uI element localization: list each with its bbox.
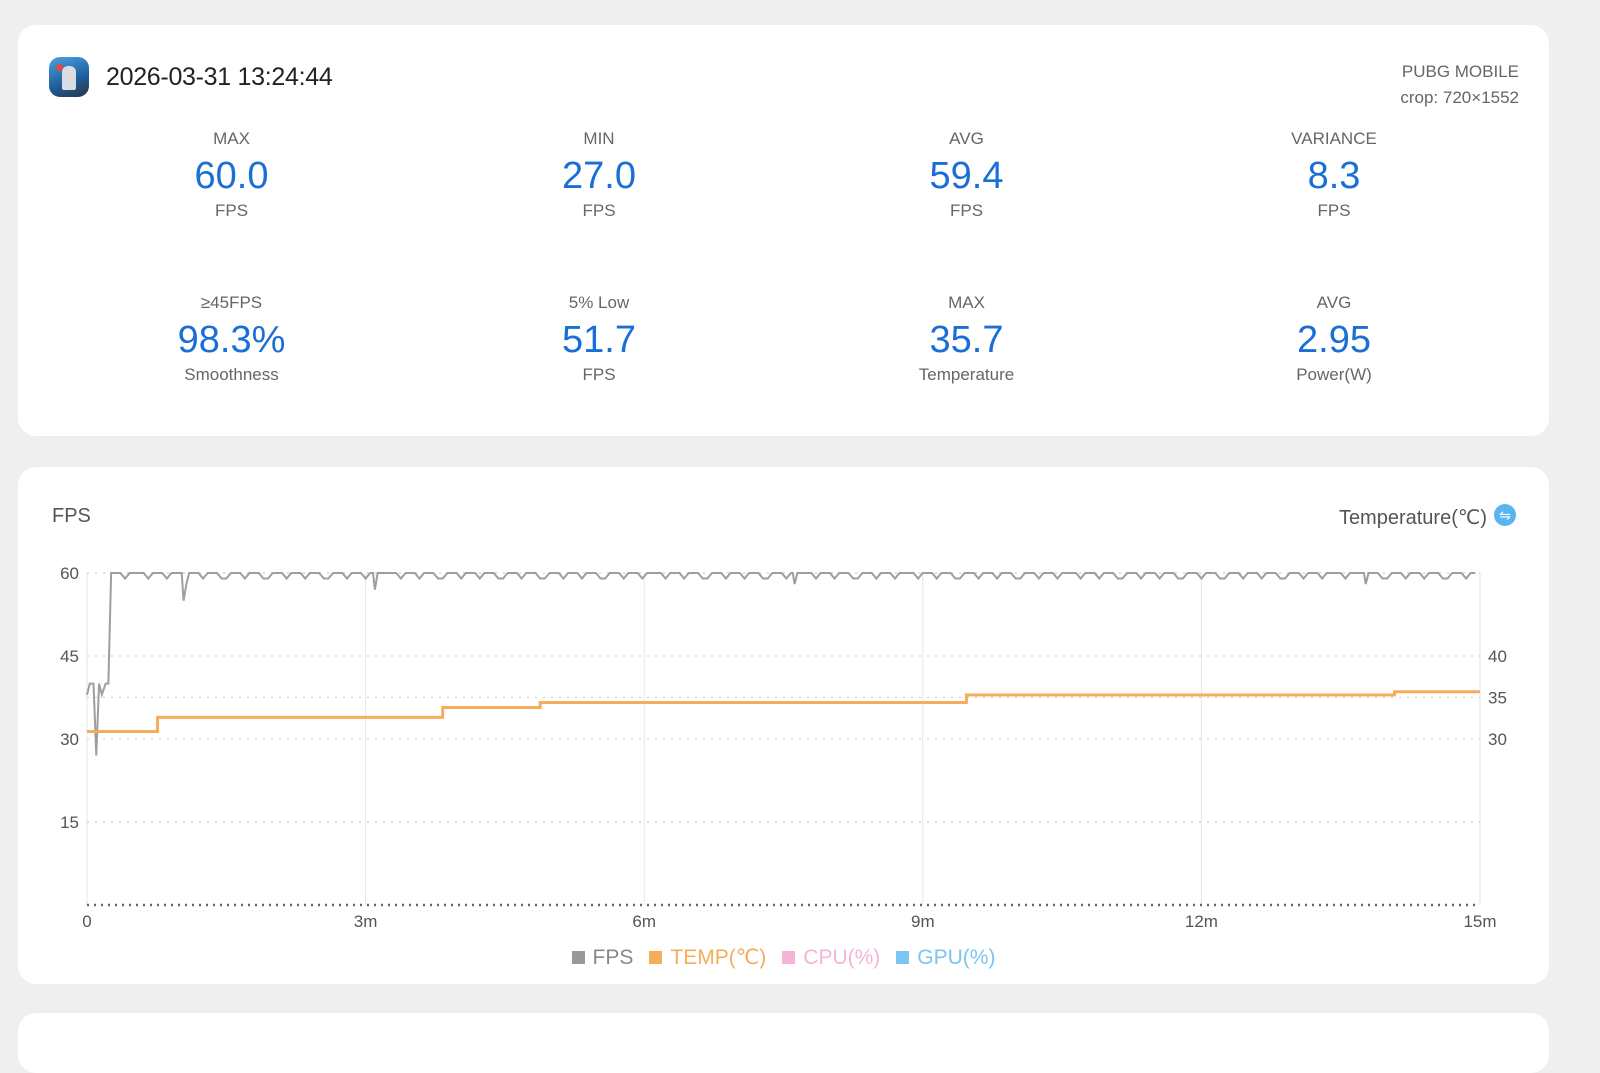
stat-unit: FPS: [949, 201, 984, 220]
stat-value: 35.7: [929, 319, 1004, 361]
temperature-series-line: [87, 690, 1480, 734]
x-tick-label: 15m: [1463, 912, 1496, 931]
stat-unit: FPS: [582, 365, 616, 384]
pubg-app-icon: [49, 57, 89, 97]
legend-label: GPU(%): [917, 946, 996, 969]
legend-swatch: [782, 951, 796, 964]
session-datetime: 2026-03-31 13:24:44: [106, 63, 333, 91]
stat-label: 5% Low: [568, 293, 630, 312]
legend-item-2[interactable]: CPU(%): [782, 946, 880, 969]
stat-label: AVG: [1316, 293, 1352, 312]
x-tick-label: 3m: [354, 912, 378, 931]
fps-series-line: [86, 572, 1476, 756]
stat-0: MAX 60.0 FPS: [48, 129, 415, 221]
right-tick-label: 30: [1488, 730, 1507, 749]
fps-temperature-chart: 0 3m 6m 9m 12m 15m 60 45 30 15 40 35 30: [60, 564, 1507, 931]
stat-label: MIN: [583, 129, 615, 148]
stat-1: MIN 27.0 FPS: [416, 129, 783, 221]
stat-unit: Power(W): [1296, 365, 1372, 384]
stat-label: MAX: [213, 129, 250, 148]
left-tick-label: 15: [60, 813, 79, 832]
stat-5: 5% Low 51.7 FPS: [416, 293, 783, 385]
stat-6: MAX 35.7 Temperature: [783, 293, 1150, 385]
legend-item-3[interactable]: GPU(%): [896, 946, 995, 969]
x-tick-label: 6m: [632, 912, 656, 931]
stat-value: 27.0: [562, 155, 636, 197]
stat-value: 8.3: [1307, 155, 1361, 197]
x-tick-label: 0: [82, 912, 91, 931]
stat-value: 51.7: [562, 319, 636, 361]
legend-item-0[interactable]: FPS: [571, 946, 634, 969]
right-tick-label: 35: [1488, 689, 1507, 708]
swap-axis-icon[interactable]: ⇋: [1494, 504, 1516, 526]
stat-value: 98.3%: [177, 319, 286, 361]
legend-label: FPS: [592, 946, 634, 969]
stat-7: AVG 2.95 Power(W): [1151, 293, 1518, 385]
stat-unit: Temperature: [918, 365, 1015, 384]
x-tick-label: 9m: [911, 912, 935, 931]
stat-3: VARIANCE 8.3 FPS: [1151, 129, 1518, 221]
stat-value: 60.0: [194, 155, 269, 197]
legend-label: TEMP(℃): [670, 946, 767, 969]
legend-item-1[interactable]: TEMP(℃): [649, 946, 766, 969]
stat-label: MAX: [948, 293, 985, 312]
legend-swatch: [896, 951, 910, 964]
left-tick-label: 30: [60, 730, 79, 749]
game-info: PUBG MOBILE crop: 720×1552: [1400, 59, 1519, 111]
right-tick-label: 40: [1488, 647, 1507, 666]
left-tick-label: 45: [60, 647, 79, 666]
right-axis-title: Temperature(℃): [1338, 507, 1487, 529]
game-name: PUBG MOBILE: [1401, 62, 1519, 81]
chart-card: FPS Temperature(℃) ⇋ 0 3m 6m 9m 12m 15m 60 45 30…: [18, 467, 1549, 984]
stat-value: 2.95: [1297, 319, 1371, 361]
legend-label: CPU(%): [803, 946, 881, 969]
stat-label: VARIANCE: [1291, 129, 1377, 148]
next-card: [18, 1013, 1549, 1073]
legend-swatch: [571, 951, 585, 964]
chart-legend: FPS TEMP(℃) CPU(%) GPU(%): [18, 945, 1549, 970]
x-tick-label: 12m: [1185, 912, 1218, 931]
stat-unit: FPS: [1317, 201, 1351, 220]
left-axis-title: FPS: [52, 505, 91, 527]
summary-card: 2026-03-31 13:24:44 PUBG MOBILE crop: 72…: [18, 25, 1549, 436]
stat-4: ≥45FPS 98.3% Smoothness: [48, 293, 415, 385]
crop-size: crop: 720×1552: [1400, 88, 1519, 107]
left-tick-label: 60: [60, 564, 79, 583]
stat-label: ≥45FPS: [200, 293, 263, 312]
legend-swatch: [649, 951, 663, 964]
stat-2: AVG 59.4 FPS: [783, 129, 1150, 221]
stat-label: AVG: [949, 129, 984, 148]
stat-unit: FPS: [582, 201, 616, 220]
stat-value: 59.4: [929, 155, 1004, 197]
stat-unit: FPS: [214, 201, 249, 220]
stat-unit: Smoothness: [184, 365, 279, 384]
